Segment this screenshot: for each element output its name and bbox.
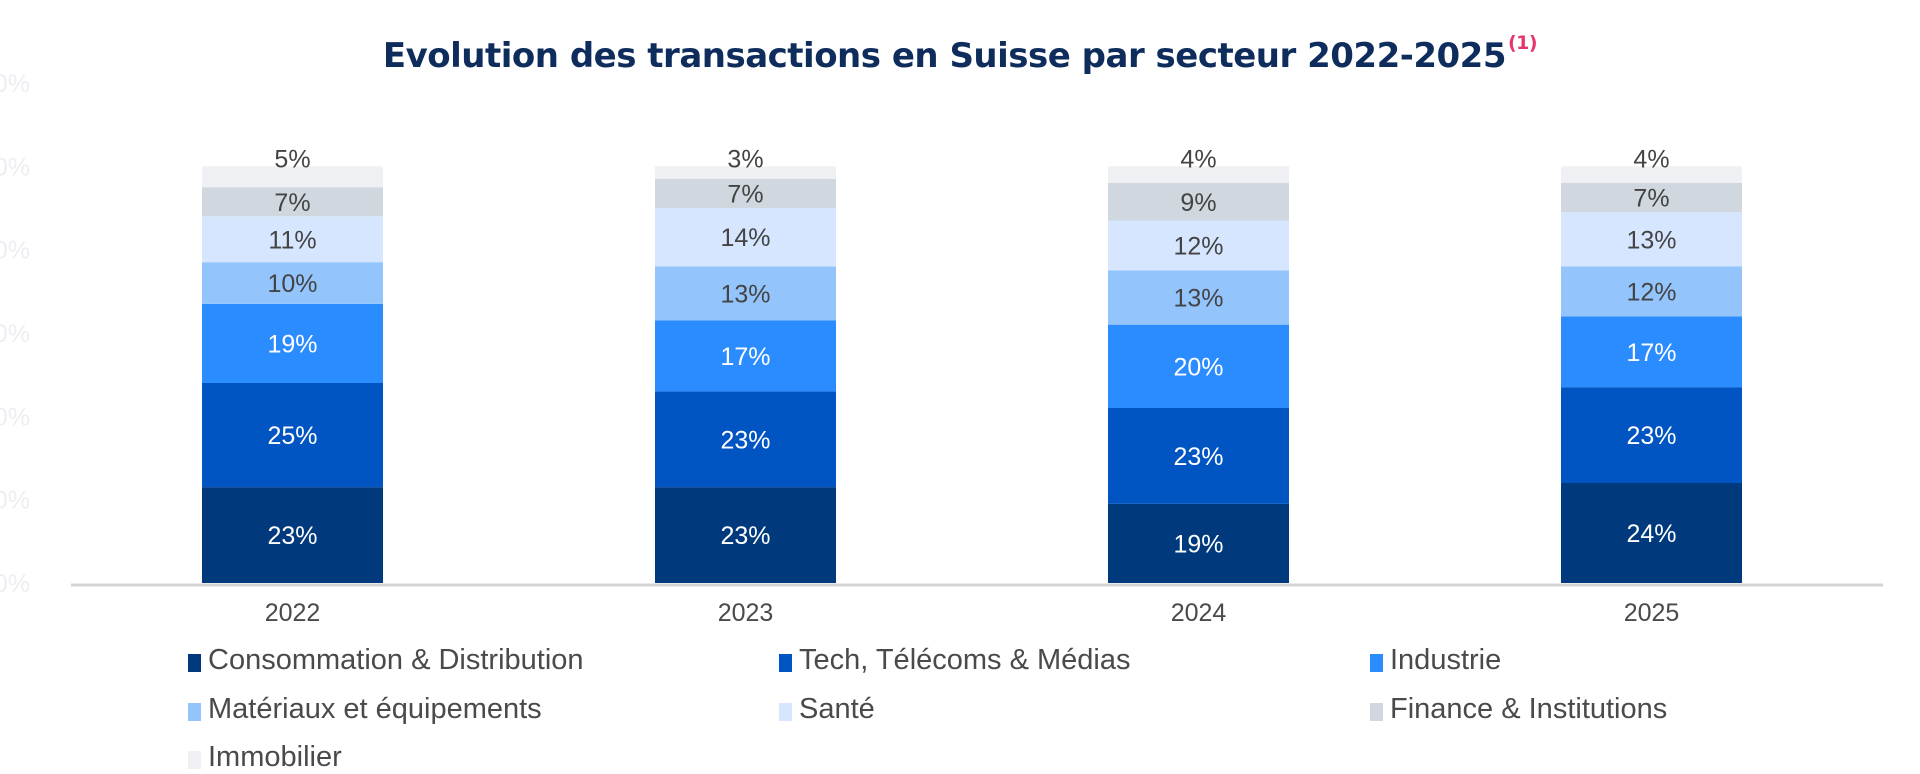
legend-swatch [1370,654,1383,672]
legend-swatch [188,751,201,769]
x-tick-label: 2024 [1171,599,1227,627]
legend-item: Santé [779,692,875,726]
bar-segment [1108,220,1289,271]
y-tick-label: 80% [0,237,30,265]
data-label: 19% [1173,530,1223,558]
legend-swatch [188,703,201,721]
data-label: 23% [720,522,770,550]
bar-segment [1561,387,1742,483]
bar-segment [1561,316,1742,388]
data-label: 4% [1633,145,1669,173]
bar-segment [202,166,383,188]
bar-segment [202,262,383,304]
data-label: 12% [1626,278,1676,306]
bar-segment [1108,408,1289,504]
data-label: 17% [1626,339,1676,367]
data-label: 17% [720,343,770,371]
x-tick-label: 2025 [1624,599,1680,627]
legend-swatch [779,703,792,721]
data-label: 5% [274,145,310,173]
data-label: 4% [1180,145,1216,173]
title-footnote: (1) [1508,32,1538,54]
data-label: 11% [268,226,316,254]
y-tick-label: 60% [0,320,30,348]
data-label: 13% [1626,226,1676,254]
bar-segment [1561,183,1742,213]
chart-title: Evolution des transactions en Suisse par… [382,34,1538,77]
legend-item: Immobilier [188,740,342,774]
legend-swatch [779,654,792,672]
data-label: 20% [1173,353,1223,381]
data-label: 13% [1173,285,1223,313]
data-label: 7% [727,180,763,208]
bar-segment [1561,483,1742,583]
legend-label: Finance & Institutions [1390,693,1668,725]
legend-item: Industrie [1370,643,1501,677]
data-label: 7% [274,189,310,217]
bar-segment [655,208,836,267]
data-label: 9% [1180,189,1216,217]
chart-title-text: Evolution des transactions en Suisse par… [382,36,1507,76]
legend-item: Tech, Télécoms & Médias [779,643,1131,677]
data-label: 14% [720,224,770,252]
bar-segment [1108,166,1289,183]
bar-segment [202,187,383,217]
y-tick-label: 100% [0,153,30,181]
bar-segment [1108,183,1289,221]
x-tick-label: 2023 [718,599,774,627]
bar-segment [655,391,836,488]
y-tick-label: 120% [0,70,30,98]
data-label: 23% [1626,422,1676,450]
bar-segment [655,178,836,208]
bar-segment [1561,166,1742,183]
legend-label: Immobilier [208,741,342,773]
bar-segment [1108,503,1289,583]
data-label: 10% [267,270,317,298]
bar-segment [1108,270,1289,325]
legend-item: Finance & Institutions [1370,692,1667,726]
legend-swatch [188,654,201,672]
bar-segment [202,216,383,263]
legend-swatch [1370,703,1383,721]
data-label: 24% [1626,520,1676,548]
legend-label: Matériaux et équipements [208,693,542,725]
bar-segment [655,487,836,583]
data-label: 13% [720,280,770,308]
legend-label: Santé [799,693,875,725]
y-tick-label: 40% [0,403,30,431]
legend-label: Consommation & Distribution [208,644,584,676]
bar-segment [202,487,383,583]
bar-segment [655,166,836,179]
data-label: 23% [720,426,770,454]
data-label: 19% [267,330,317,358]
bar-segment [1561,266,1742,317]
data-label: 25% [267,422,317,450]
legend-label: Industrie [1390,644,1502,676]
bar-segment [655,266,836,321]
data-label: 23% [267,522,317,550]
data-label: 7% [1633,185,1669,213]
data-label: 3% [727,145,763,173]
bar-segment [202,383,383,488]
bar-segment [1108,324,1289,408]
legend-label: Tech, Télécoms & Médias [799,644,1131,676]
bar-segment [1561,212,1742,267]
x-tick-label: 2022 [265,599,321,627]
data-label: 23% [1173,443,1223,471]
legend-item: Consommation & Distribution [188,643,584,677]
bar-segment [655,320,836,392]
y-tick-label: 20% [0,487,30,515]
legend-item: Matériaux et équipements [188,692,542,726]
y-tick-label: 0% [0,570,30,598]
data-label: 12% [1173,233,1223,261]
bar-segment [202,303,383,383]
